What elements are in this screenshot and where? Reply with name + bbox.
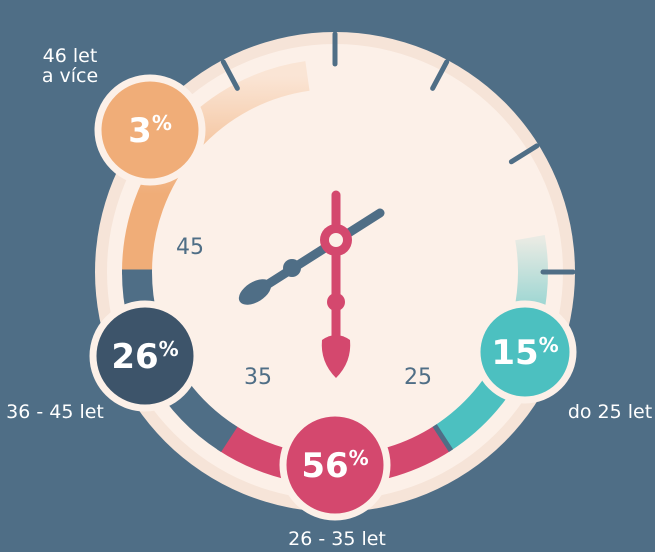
value-sign: % xyxy=(539,333,559,357)
group-label: 26 - 35 let xyxy=(288,528,386,550)
minute-hand xyxy=(320,190,352,378)
value-number: 3 xyxy=(128,111,152,151)
badge xyxy=(89,300,201,412)
segment-divider xyxy=(432,424,454,452)
ticks xyxy=(220,31,576,275)
badge xyxy=(279,409,391,521)
dial-number: 25 xyxy=(404,365,432,390)
group-label: 36 - 45 let xyxy=(6,401,104,423)
value-number: 15 xyxy=(491,333,538,373)
badge-value: 3% xyxy=(128,111,172,151)
tick xyxy=(508,143,540,165)
badge xyxy=(94,74,206,186)
value-sign: % xyxy=(349,446,369,470)
dial-number: 35 xyxy=(244,365,272,390)
group-label: a více xyxy=(42,65,98,87)
value-number: 26 xyxy=(111,337,158,377)
tick xyxy=(220,59,240,91)
value-number: 56 xyxy=(301,446,348,486)
segment-divider xyxy=(216,424,238,452)
hour-hand xyxy=(238,208,385,305)
badge-value: 15% xyxy=(491,333,558,373)
badge xyxy=(473,300,577,404)
group-label: 46 let xyxy=(43,45,98,67)
dial-number: 45 xyxy=(176,235,204,260)
group-label: do 25 let xyxy=(568,401,652,423)
badge-value: 56% xyxy=(301,446,368,486)
value-sign: % xyxy=(159,337,179,361)
badge-value: 26% xyxy=(111,337,178,377)
value-sign: % xyxy=(152,111,172,135)
tick xyxy=(430,59,450,91)
